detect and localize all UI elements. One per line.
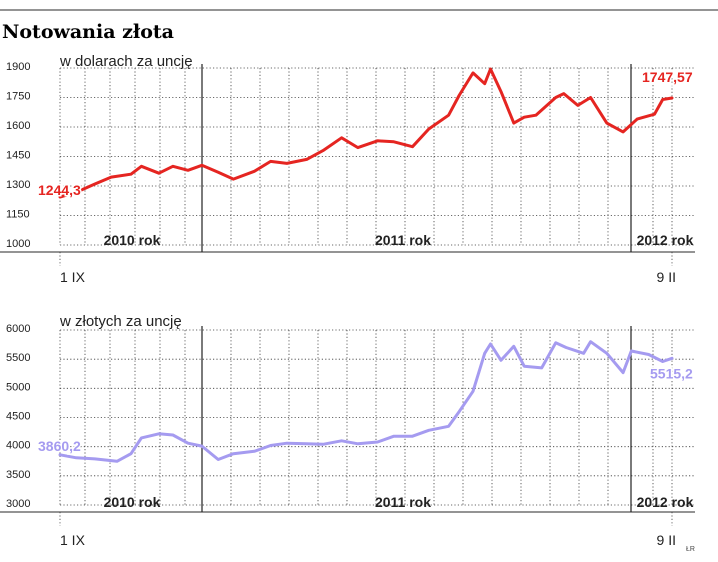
y-tick-label: 4000 [6, 440, 30, 452]
page-title: Notowania złota [2, 21, 174, 43]
x-start-label: 1 IX [60, 269, 86, 285]
y-tick-label: 6000 [6, 323, 30, 335]
usd-price-chart: w dolarach za uncję 1000 1150 1300 1450 1600… [0, 53, 695, 285]
year-label: 2012 rok [637, 232, 694, 248]
y-tick-label: 4500 [6, 411, 30, 423]
first-value-label: 3860,2 [38, 438, 81, 454]
usd-series: 1244,3 1747,57 [37, 67, 695, 199]
y-tick-label: 1150 [6, 209, 30, 221]
x-start-label: 1 IX [60, 532, 86, 548]
year-label: 2010 rok [104, 494, 161, 510]
pln-price-chart: w złotych za uncję 3000 3500 4000 4500 5000 5… [0, 313, 695, 548]
usd-year-labels: 2010 rok 2011 rok 2012 rok [104, 232, 694, 248]
usd-y-axis: 1000 1150 1300 1450 1600 1750 1900 [6, 61, 30, 250]
usd-x-axis: 1 IX 9 II [60, 269, 676, 285]
x-end-label: 9 II [657, 532, 676, 548]
y-tick-label: 1000 [6, 238, 30, 250]
y-tick-label: 3000 [6, 498, 30, 510]
y-tick-label: 1750 [6, 91, 30, 103]
y-tick-label: 5000 [6, 381, 30, 393]
pln-series: 3860,2 5515,2 [37, 340, 695, 463]
pln-gridlines [0, 329, 695, 526]
last-value-label: 1747,57 [642, 69, 693, 85]
year-label: 2010 rok [104, 232, 161, 248]
pln-chart-title: w złotych za uncję [59, 313, 182, 330]
x-end-label: 9 II [657, 269, 676, 285]
pln-x-axis: 1 IX 9 II [60, 532, 676, 548]
author-credit: ŁR [686, 546, 695, 553]
pln-year-dividers [201, 326, 632, 512]
usd-year-dividers [201, 64, 632, 252]
price-line [58, 340, 674, 463]
y-tick-label: 5500 [6, 352, 30, 364]
last-value-label: 5515,2 [650, 365, 693, 381]
year-label: 2012 rok [637, 494, 694, 510]
y-tick-label: 1300 [6, 179, 30, 191]
y-tick-label: 1450 [6, 150, 30, 162]
pln-y-axis: 3000 3500 4000 4500 5000 5500 6000 [6, 323, 30, 510]
y-tick-label: 1600 [6, 120, 30, 132]
first-value-label: 1244,3 [38, 182, 81, 198]
pln-year-labels: 2010 rok 2011 rok 2012 rok [104, 494, 694, 510]
usd-chart-title: w dolarach za uncję [59, 53, 193, 70]
y-tick-label: 1900 [6, 61, 30, 73]
y-tick-label: 3500 [6, 469, 30, 481]
year-label: 2011 rok [375, 494, 431, 510]
price-line [58, 67, 674, 199]
year-label: 2011 rok [375, 232, 431, 248]
